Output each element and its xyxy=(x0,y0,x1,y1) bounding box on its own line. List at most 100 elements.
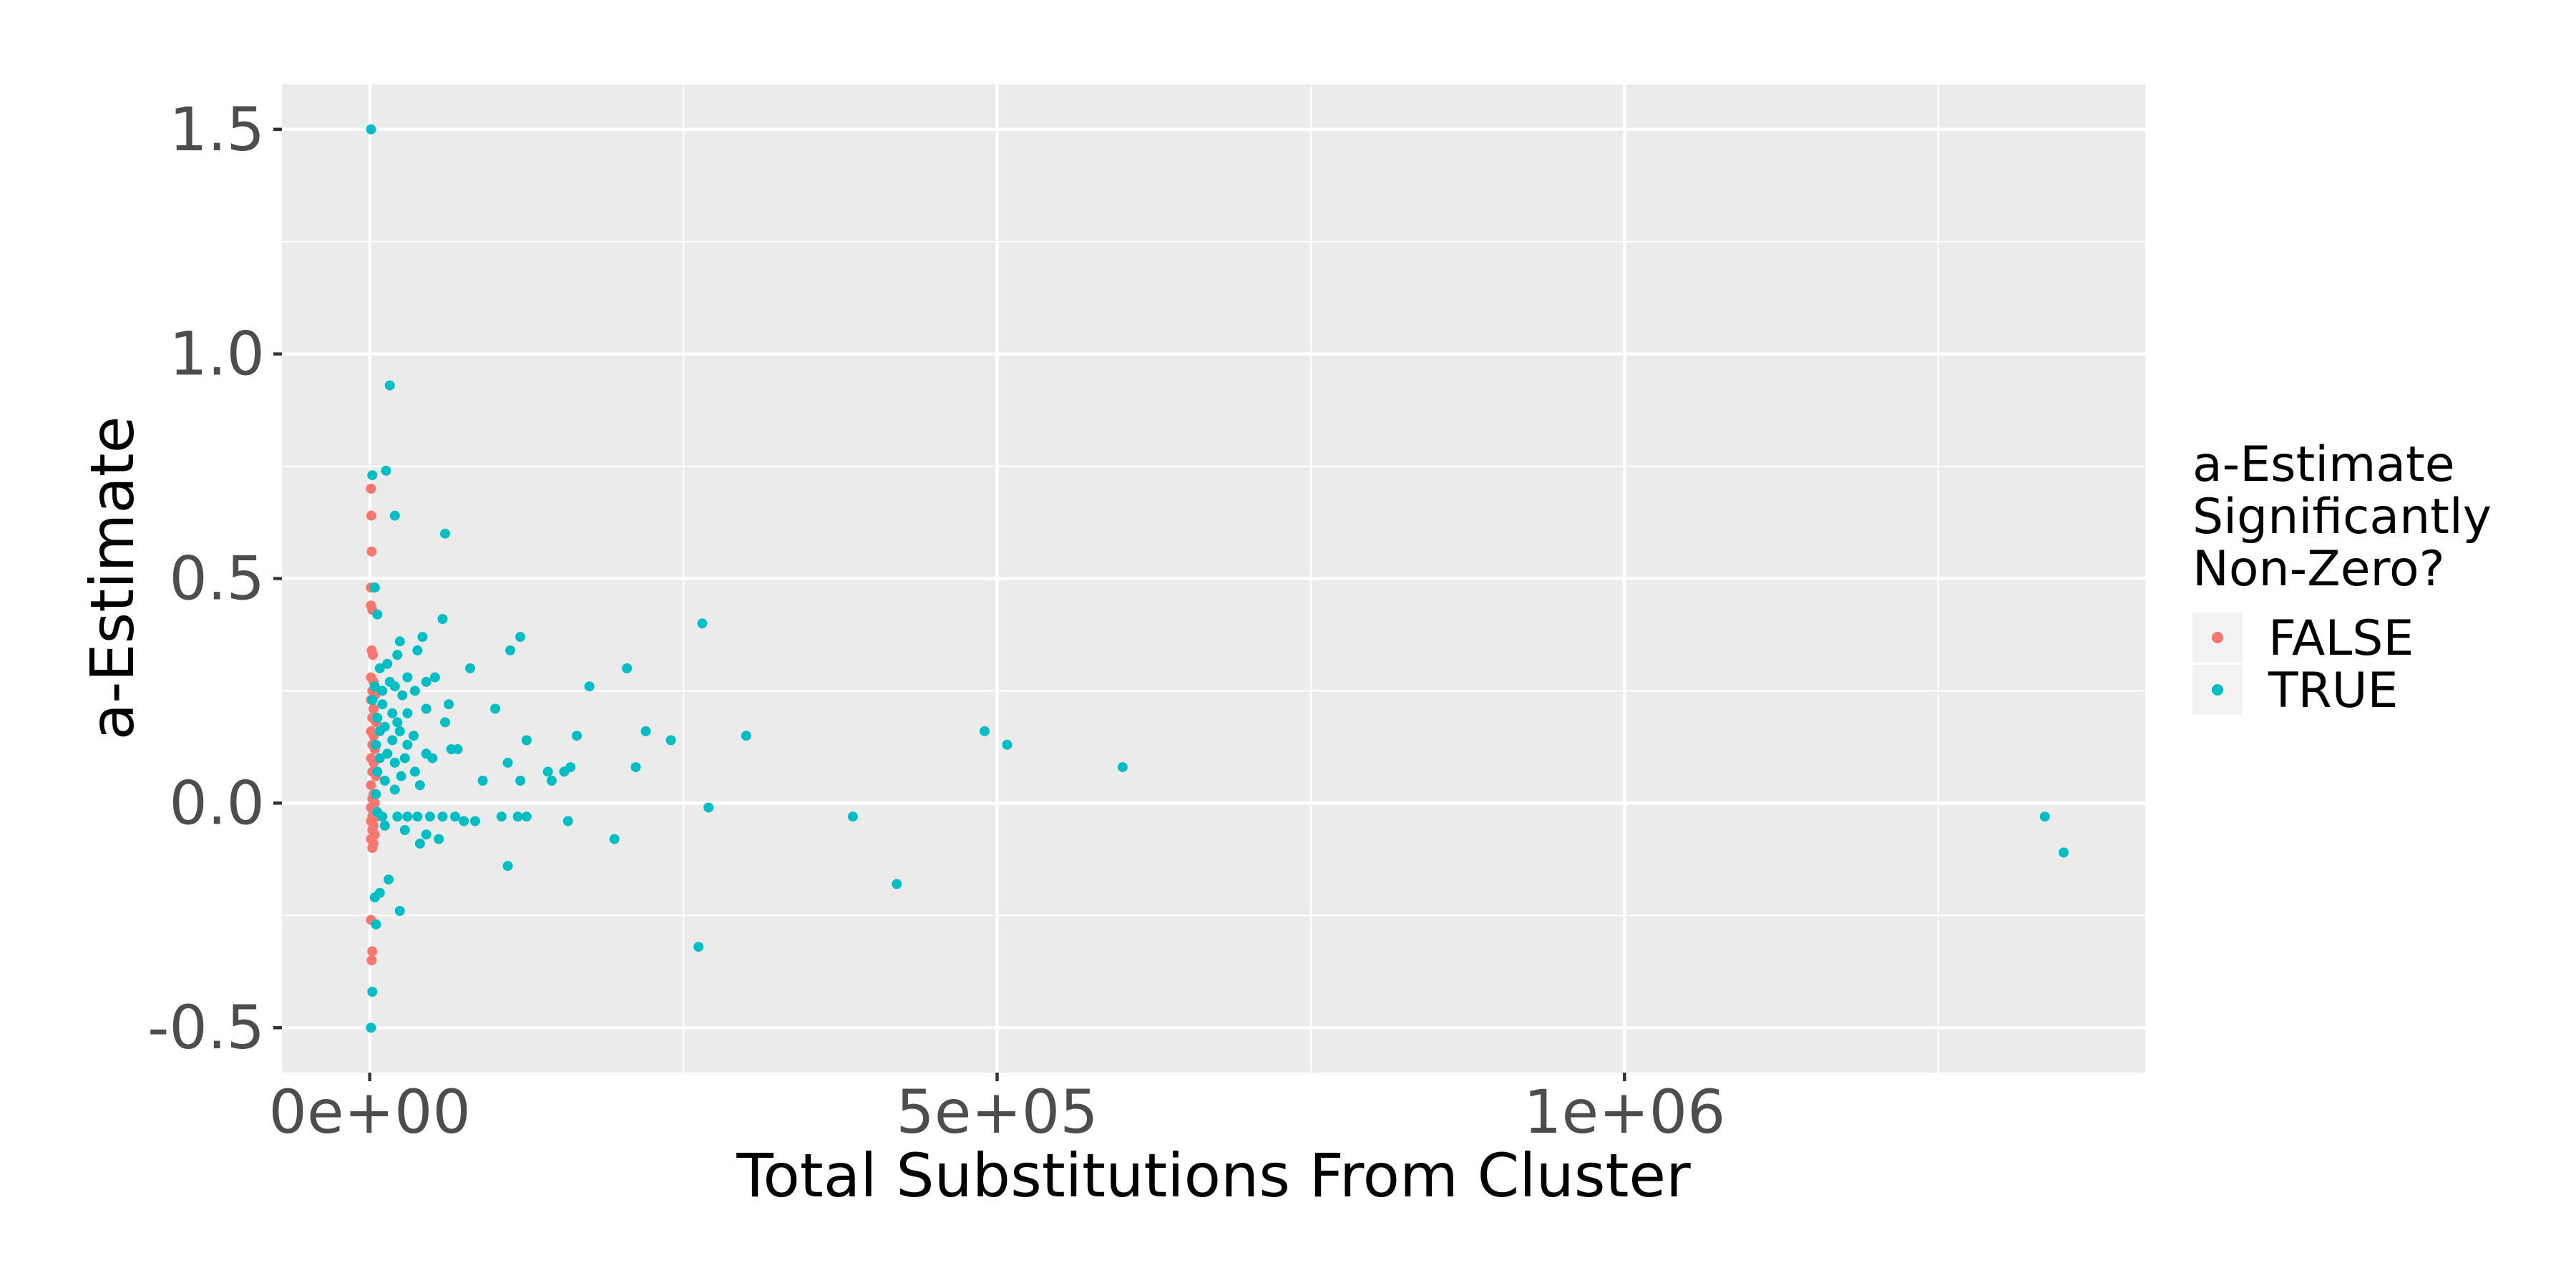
point-true xyxy=(382,748,393,759)
point-true xyxy=(693,942,704,952)
point-true xyxy=(421,676,431,687)
point-true xyxy=(440,717,450,728)
point-true xyxy=(409,766,420,777)
point-true xyxy=(367,987,378,997)
point-true xyxy=(389,510,400,521)
point-true xyxy=(399,753,410,763)
point-true xyxy=(892,879,902,889)
point-false xyxy=(366,510,376,521)
y-axis-title: a-Estimate xyxy=(77,416,147,741)
point-true xyxy=(389,784,400,795)
point-true xyxy=(1117,762,1128,773)
point-true xyxy=(367,470,378,481)
point-true xyxy=(409,731,419,741)
point-true xyxy=(384,380,395,391)
legend-key-false xyxy=(2212,632,2223,643)
legend-label-true: TRUE xyxy=(2268,663,2399,719)
point-true xyxy=(521,735,532,746)
point-true xyxy=(374,726,385,736)
point-true xyxy=(450,811,460,822)
major-grid xyxy=(282,84,2145,1073)
point-true xyxy=(502,861,513,872)
point-true xyxy=(429,672,440,683)
point-true xyxy=(392,650,403,660)
point-true xyxy=(496,811,507,822)
point-true xyxy=(547,776,557,786)
point-true xyxy=(412,645,423,655)
legend: a-Estimate Significantly Non-Zero? FALSE… xyxy=(2192,436,2492,719)
point-true xyxy=(369,892,380,903)
point-true xyxy=(452,744,463,754)
point-true xyxy=(490,703,501,714)
point-true xyxy=(399,825,410,835)
point-true xyxy=(665,735,676,746)
point-true xyxy=(421,703,431,714)
point-true xyxy=(402,708,413,718)
point-true xyxy=(847,811,858,822)
point-true xyxy=(427,753,438,763)
point-true xyxy=(382,658,393,669)
point-true xyxy=(622,663,633,673)
point-true xyxy=(437,614,448,624)
point-true xyxy=(459,816,469,826)
point-true xyxy=(502,757,513,768)
legend-key-true xyxy=(2212,684,2223,696)
point-true xyxy=(409,686,420,696)
y-tick-label: -0.5 xyxy=(147,992,265,1063)
point-true xyxy=(372,609,383,620)
point-true xyxy=(542,766,553,777)
point-true xyxy=(424,811,435,822)
point-false xyxy=(368,650,379,660)
point-true xyxy=(387,735,398,746)
point-true xyxy=(980,726,990,736)
point-true xyxy=(477,776,488,786)
point-true xyxy=(741,731,751,741)
point-true xyxy=(505,645,516,655)
point-false xyxy=(367,946,378,957)
point-true xyxy=(609,834,620,844)
y-tick-label: 0.0 xyxy=(169,768,265,838)
point-true xyxy=(371,739,381,750)
point-true xyxy=(437,811,448,822)
point-true xyxy=(1002,739,1013,750)
data-points xyxy=(366,124,2069,1033)
point-true xyxy=(440,528,450,539)
point-true xyxy=(392,811,403,822)
point-true xyxy=(369,582,380,593)
point-true xyxy=(512,811,523,822)
point-true xyxy=(703,802,714,813)
point-true xyxy=(379,820,390,831)
point-true xyxy=(389,681,400,692)
point-true xyxy=(584,681,595,692)
point-true xyxy=(559,766,570,777)
point-true xyxy=(572,731,582,741)
point-true xyxy=(377,699,388,710)
point-true xyxy=(367,695,378,705)
point-true xyxy=(392,717,403,728)
point-true xyxy=(412,811,423,822)
point-true xyxy=(515,776,526,786)
point-true xyxy=(470,816,480,826)
point-true xyxy=(366,1023,376,1033)
point-true xyxy=(371,919,381,930)
point-true xyxy=(379,776,390,786)
point-false xyxy=(366,484,376,494)
point-true xyxy=(374,663,385,673)
point-true xyxy=(369,681,380,692)
x-axis: 0e+00 5e+05 1e+06 xyxy=(269,1073,1725,1147)
point-true xyxy=(521,811,532,822)
point-true xyxy=(387,708,398,718)
point-true xyxy=(434,834,444,844)
point-true xyxy=(421,829,431,840)
y-tick-label: 1.5 xyxy=(169,94,265,165)
point-true xyxy=(394,726,405,736)
point-true xyxy=(377,811,388,822)
point-true xyxy=(389,757,400,768)
point-true xyxy=(394,636,405,647)
legend-title-line-1: a-Estimate xyxy=(2192,436,2455,493)
point-true xyxy=(444,699,454,710)
point-true xyxy=(402,672,413,683)
point-true xyxy=(414,838,425,849)
x-tick-label: 1e+06 xyxy=(1523,1077,1725,1147)
